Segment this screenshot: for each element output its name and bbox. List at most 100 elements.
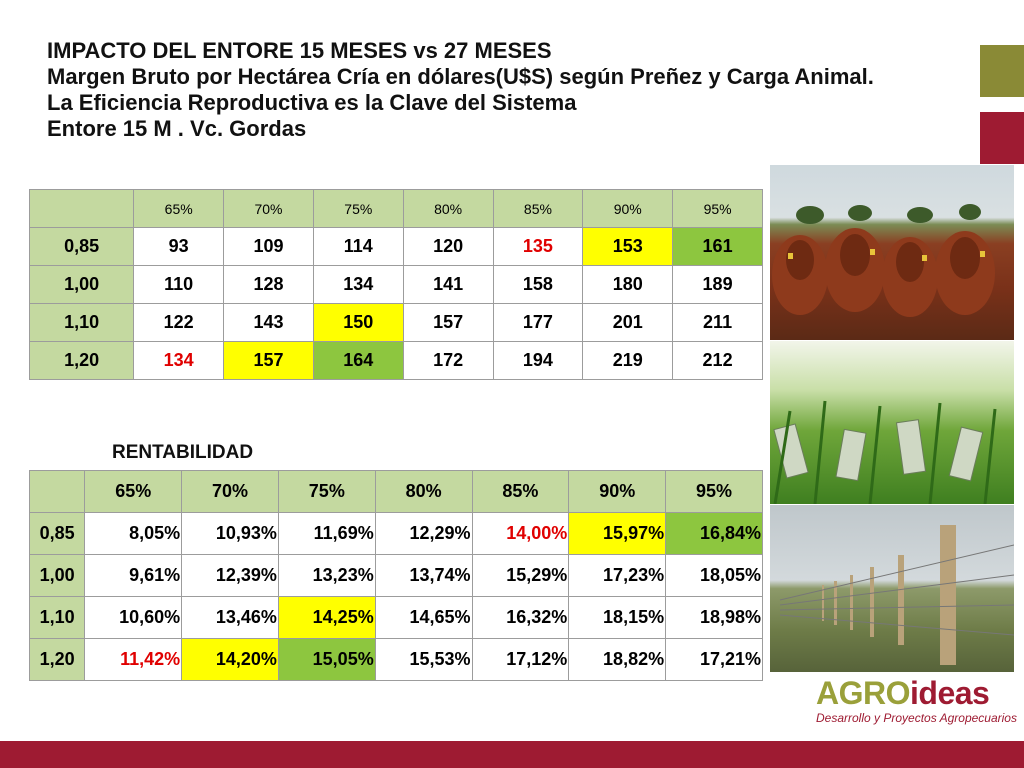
header-cell: 80% [402,189,494,228]
data-cell: 143 [223,303,314,342]
row-label: 1,10 [28,596,86,639]
table-row: 1,20 134 157 164 172 194 219 212 [28,341,763,380]
data-cell: 14,65% [374,596,473,639]
table-row: 1,10 10,60% 13,46% 14,25% 14,65% 16,32% … [28,596,763,639]
data-cell: 13,74% [374,554,473,597]
header-cell: 75% [312,189,404,228]
data-cell: 15,53% [374,638,473,681]
grass-money-photo [770,341,1014,504]
data-cell: 158 [492,265,584,304]
accent-block-olive [980,45,1024,97]
row-label: 1,00 [28,554,86,597]
logo-agro-text: AGRO [816,675,911,711]
money-grass-illustration [773,400,997,504]
data-cell: 14,00% [471,512,570,555]
data-cell: 122 [133,303,225,342]
fence-illustration [779,525,1014,665]
cattle-illustration [772,204,995,317]
header-cell: 90% [582,189,674,228]
data-cell: 135 [492,227,584,266]
header-cell: 70% [223,189,314,228]
row-label: 1,20 [28,638,86,681]
header-cell: 80% [374,470,473,513]
data-cell: 211 [672,303,763,342]
fence-photo [770,505,1014,672]
data-cell: 134 [133,341,225,380]
title-line-1: IMPACTO DEL ENTORE 15 MESES vs 27 MESES [47,38,552,63]
table-header-row: 65% 70% 75% 80% 85% 90% 95% [28,470,763,513]
data-cell: 114 [312,227,404,266]
table-row: 1,00 110 128 134 141 158 180 189 [28,265,763,304]
data-cell: 157 [402,303,494,342]
data-cell: 11,69% [277,512,376,555]
data-cell: 150 [312,303,404,342]
accent-block-red [980,112,1024,164]
data-cell: 128 [223,265,314,304]
data-cell: 17,23% [568,554,667,597]
data-cell: 11,42% [84,638,183,681]
header-cell: 95% [672,189,763,228]
logo-subtitle: Desarrollo y Proyectos Agropecuarios [816,711,1017,725]
data-cell: 18,98% [665,596,763,639]
data-cell: 219 [582,341,674,380]
header-cell: 85% [492,189,584,228]
header-cell: 65% [84,470,183,513]
data-cell: 134 [312,265,404,304]
data-cell: 9,61% [84,554,183,597]
data-cell: 16,84% [665,512,763,555]
row-label: 0,85 [28,512,86,555]
title-line-3: La Eficiencia Reproductiva es la Clave d… [47,90,577,115]
data-cell: 10,60% [84,596,183,639]
data-cell: 189 [672,265,763,304]
table-header-row: 65% 70% 75% 80% 85% 90% 95% [28,189,763,228]
data-cell: 212 [672,341,763,380]
data-cell: 15,97% [568,512,667,555]
row-label: 1,10 [28,303,135,342]
data-cell: 17,21% [665,638,763,681]
cattle-photo [770,165,1014,340]
table-row: 0,85 93 109 114 120 135 153 161 [28,227,763,266]
data-cell: 109 [223,227,314,266]
header-cell: 95% [665,470,763,513]
data-cell: 14,25% [277,596,376,639]
agroideas-logo: AGROideas Desarrollo y Proyectos Agropec… [816,676,1017,726]
header-cell: 85% [471,470,570,513]
logo-wordmark: AGROideas [816,676,1016,710]
rentabilidad-heading: RENTABILIDAD [112,442,254,463]
data-cell: 141 [402,265,494,304]
table-corner-cell [28,470,86,513]
data-cell: 15,29% [471,554,570,597]
data-cell: 13,46% [181,596,279,639]
data-cell: 18,15% [568,596,667,639]
table-row: 1,10 122 143 150 157 177 201 211 [28,303,763,342]
data-cell: 201 [582,303,674,342]
data-cell: 161 [672,227,763,266]
data-cell: 18,05% [665,554,763,597]
data-cell: 93 [133,227,225,266]
data-cell: 110 [133,265,225,304]
slide-title: IMPACTO DEL ENTORE 15 MESES vs 27 MESES … [47,38,982,142]
data-cell: 12,39% [181,554,279,597]
data-cell: 164 [312,341,404,380]
data-cell: 120 [402,227,494,266]
header-cell: 70% [181,470,279,513]
rentabilidad-table: 65% 70% 75% 80% 85% 90% 95% 0,85 8,05% 1… [28,470,763,681]
header-cell: 75% [277,470,376,513]
table-row: 1,20 11,42% 14,20% 15,05% 15,53% 17,12% … [28,638,763,681]
data-cell: 172 [402,341,494,380]
data-cell: 153 [582,227,674,266]
data-cell: 17,12% [471,638,570,681]
data-cell: 10,93% [181,512,279,555]
title-line-2: Margen Bruto por Hectárea Cría en dólare… [47,64,874,89]
table-corner-cell [28,189,135,228]
table-row: 0,85 8,05% 10,93% 11,69% 12,29% 14,00% 1… [28,512,763,555]
data-cell: 12,29% [374,512,473,555]
data-cell: 194 [492,341,584,380]
data-cell: 13,23% [277,554,376,597]
row-label: 1,00 [28,265,135,304]
data-cell: 14,20% [181,638,279,681]
margen-bruto-table: 65% 70% 75% 80% 85% 90% 95% 0,85 93 109 … [28,189,763,380]
footer-bar [0,741,1024,768]
data-cell: 18,82% [568,638,667,681]
data-cell: 157 [223,341,314,380]
